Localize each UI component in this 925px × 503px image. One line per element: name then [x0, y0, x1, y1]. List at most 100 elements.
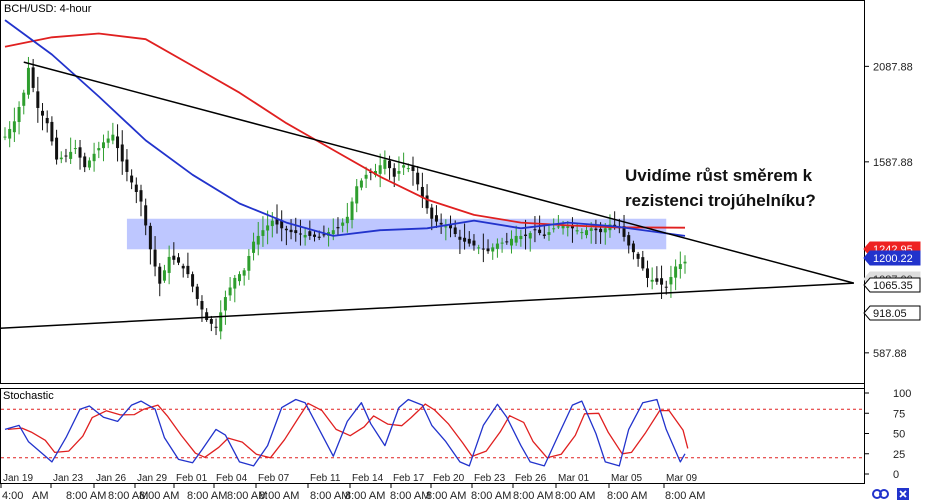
- stochastic-tick-label: 75: [893, 408, 905, 420]
- candle: [645, 260, 649, 288]
- price-badge: 1200.22: [863, 250, 921, 266]
- candle: [12, 107, 16, 142]
- date-tick-label: Feb 11: [310, 473, 341, 484]
- candle: [148, 222, 152, 265]
- date-tick-label: Jan 19: [3, 473, 33, 484]
- date-tick-label: Jan 23: [53, 473, 83, 484]
- candle: [524, 219, 528, 250]
- candle: [519, 229, 523, 247]
- candle: [594, 219, 598, 245]
- candle: [3, 127, 7, 141]
- candle: [411, 156, 415, 186]
- candle: [683, 255, 687, 274]
- candle: [83, 152, 87, 173]
- title-background: [1, 1, 97, 15]
- price-tick-label: 1587.88: [873, 157, 913, 169]
- candle: [481, 233, 485, 263]
- candle: [420, 172, 424, 208]
- candle: [36, 76, 40, 123]
- candle: [139, 184, 143, 217]
- time-tick-label: 8:00 AM: [108, 490, 148, 502]
- trendlines-layer: [0, 61, 855, 329]
- candle: [542, 224, 546, 239]
- candle: [514, 225, 518, 246]
- candle: [345, 202, 349, 233]
- candle: [678, 251, 682, 279]
- time-axis: Jan 19 Jan 23 Jan 26 Jan 29 Feb 01 Feb 04 Feb …: [0, 473, 705, 502]
- moving-average-red: [4, 32, 686, 229]
- date-tick-label: Jan 29: [137, 473, 167, 484]
- time-tick-label: 8:00 AM: [259, 490, 299, 502]
- moving-averages-layer: [4, 19, 686, 237]
- price-tick-label: 2087.88: [873, 61, 913, 73]
- candle: [298, 219, 302, 246]
- candle: [631, 240, 635, 260]
- candle: [186, 252, 190, 278]
- candle: [528, 231, 532, 252]
- candle: [322, 225, 326, 238]
- date-tick-label: Feb 23: [474, 473, 506, 484]
- time-tick-label: AM: [32, 490, 49, 502]
- price-badge-label: 918.05: [873, 308, 907, 320]
- candle: [177, 253, 181, 266]
- candle: [509, 230, 513, 254]
- date-tick-label: Mar 05: [611, 473, 643, 484]
- candle: [641, 250, 645, 271]
- time-tick-label: 8:00 AM: [607, 490, 647, 502]
- candle: [45, 110, 49, 133]
- candle: [228, 277, 232, 301]
- candle: [439, 213, 443, 234]
- candle: [172, 242, 176, 265]
- candle: [17, 101, 21, 135]
- candle: [8, 121, 12, 148]
- time-tick-label: 8:00 AM: [345, 490, 385, 502]
- time-tick-label: 8:00 AM: [139, 490, 179, 502]
- annotation-line-1: Uvidíme růst směrem k: [625, 166, 813, 185]
- candle: [533, 216, 537, 243]
- candle: [378, 153, 382, 188]
- candle: [214, 318, 218, 336]
- candle: [205, 308, 209, 322]
- close-icon[interactable]: [897, 488, 909, 500]
- candle: [153, 236, 157, 277]
- annotation-line-2: rezistenci trojúhelníku?: [625, 191, 816, 210]
- candle: [50, 116, 54, 146]
- candle: [134, 177, 138, 204]
- stochastic-k-line: [4, 398, 686, 467]
- candle: [552, 218, 556, 233]
- time-tick-label: 8:00 AM: [187, 490, 227, 502]
- date-tick-label: Feb 07: [258, 473, 290, 484]
- candle: [64, 148, 68, 163]
- candle: [247, 249, 251, 280]
- trendline-support: [0, 282, 854, 329]
- candle: [434, 205, 438, 228]
- link-icon[interactable]: [872, 489, 889, 499]
- date-tick-label: Feb 14: [352, 473, 384, 484]
- candle: [266, 210, 270, 245]
- candle: [73, 139, 77, 155]
- candle: [256, 222, 260, 256]
- candle: [416, 166, 420, 191]
- stochastic-tick-label: 25: [893, 449, 905, 461]
- date-tick-label: Mar 09: [666, 473, 698, 484]
- candle: [430, 203, 434, 231]
- candle: [181, 263, 185, 278]
- candle: [350, 197, 354, 229]
- date-tick-label: Feb 01: [176, 473, 208, 484]
- candle: [303, 228, 307, 246]
- time-tick-label: 8:00 AM: [665, 490, 705, 502]
- candle: [280, 210, 284, 242]
- candle: [261, 216, 265, 247]
- candle: [97, 141, 101, 159]
- date-tick-label: Feb 17: [393, 473, 425, 484]
- moving-average-blue: [4, 19, 686, 237]
- candle: [101, 134, 105, 162]
- candle: [674, 259, 678, 291]
- candle: [289, 219, 293, 240]
- price-badge: 1065.35: [863, 277, 921, 293]
- candle: [219, 300, 223, 340]
- candle: [162, 264, 166, 283]
- candle: [209, 315, 213, 332]
